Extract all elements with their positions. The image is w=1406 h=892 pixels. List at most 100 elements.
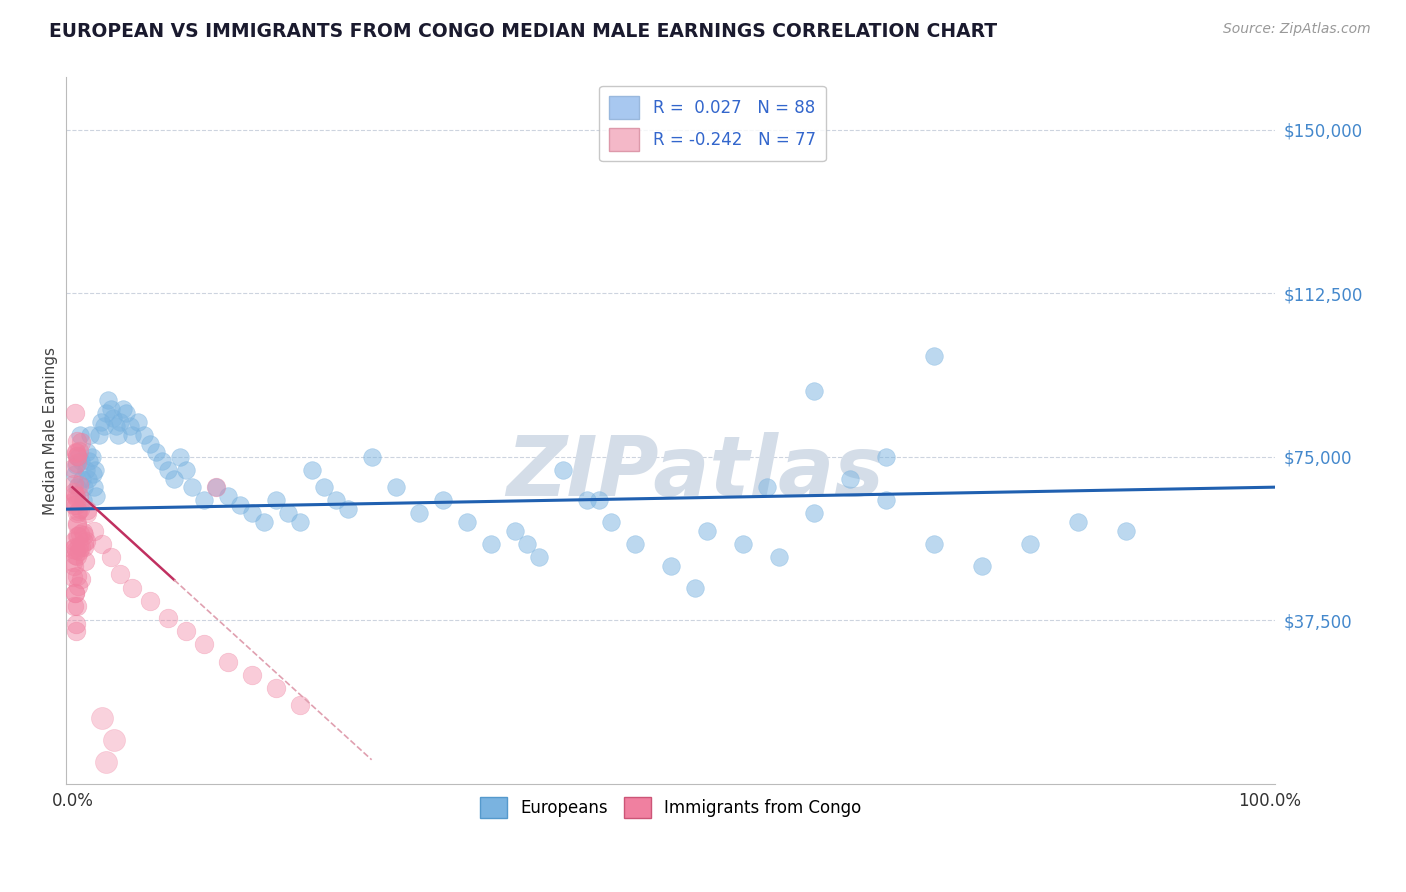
Point [76, 445, 98, 459]
Point [62, 499, 84, 513]
Point [76, 503, 98, 517]
Point [174, 624, 197, 639]
Point [66, 456, 89, 470]
Point [63, 540, 86, 554]
Point [66, 599, 89, 614]
Point [803, 507, 825, 521]
Point [384, 480, 406, 494]
Point [77, 454, 100, 468]
Point [65, 458, 87, 473]
Point [264, 493, 287, 508]
Point [70, 434, 93, 449]
Point [80, 450, 103, 464]
Point [86, 489, 108, 503]
Point [111, 401, 134, 416]
Point [683, 581, 706, 595]
Point [70, 471, 93, 485]
Point [67, 478, 90, 492]
Point [70, 572, 93, 586]
Point [65, 445, 87, 459]
Point [157, 611, 180, 625]
Point [456, 515, 478, 529]
Point [73, 535, 96, 549]
Point [66, 480, 89, 494]
Point [94, 755, 117, 769]
Point [107, 428, 129, 442]
Point [63, 485, 86, 500]
Point [1018, 537, 1040, 551]
Point [875, 450, 897, 464]
Point [72, 493, 94, 508]
Point [65, 498, 87, 512]
Point [659, 558, 682, 573]
Point [65, 490, 87, 504]
Point [768, 549, 790, 564]
Point [62, 495, 84, 509]
Point [922, 350, 945, 364]
Point [240, 507, 263, 521]
Point [77, 471, 100, 485]
Point [63, 467, 86, 482]
Point [83, 524, 105, 538]
Point [67, 450, 90, 464]
Point [121, 428, 143, 442]
Point [65, 624, 87, 638]
Point [91, 537, 114, 551]
Point [67, 539, 90, 553]
Point [63, 406, 86, 420]
Point [66, 507, 89, 521]
Point [90, 415, 112, 429]
Point [93, 419, 115, 434]
Point [65, 616, 87, 631]
Point [75, 554, 97, 568]
Point [325, 493, 347, 508]
Point [803, 384, 825, 399]
Point [94, 406, 117, 420]
Point [121, 581, 143, 595]
Point [69, 428, 91, 442]
Point [875, 493, 897, 508]
Point [67, 544, 90, 558]
Point [75, 463, 97, 477]
Point [503, 524, 526, 538]
Point [145, 445, 167, 459]
Point [277, 507, 299, 521]
Point [82, 467, 104, 482]
Point [150, 454, 173, 468]
Point [63, 586, 86, 600]
Point [70, 540, 93, 554]
Point [87, 428, 110, 442]
Point [408, 507, 430, 521]
Point [139, 436, 162, 450]
Point [100, 549, 122, 564]
Point [63, 488, 86, 502]
Point [624, 537, 647, 551]
Point [516, 537, 538, 551]
Point [66, 434, 89, 448]
Point [229, 498, 252, 512]
Point [72, 524, 94, 539]
Point [479, 537, 502, 551]
Point [66, 529, 89, 543]
Point [115, 406, 138, 420]
Point [69, 526, 91, 541]
Point [336, 502, 359, 516]
Point [69, 502, 91, 516]
Point [288, 515, 311, 529]
Point [312, 480, 335, 494]
Text: EUROPEAN VS IMMIGRANTS FROM CONGO MEDIAN MALE EARNINGS CORRELATION CHART: EUROPEAN VS IMMIGRANTS FROM CONGO MEDIAN… [49, 22, 997, 41]
Point [118, 419, 141, 434]
Point [73, 480, 96, 494]
Point [76, 507, 98, 521]
Point [217, 655, 239, 669]
Point [65, 445, 87, 459]
Point [432, 493, 454, 508]
Point [75, 533, 97, 548]
Point [91, 711, 114, 725]
Point [839, 471, 862, 485]
Point [553, 463, 575, 477]
Point [1067, 515, 1090, 529]
Point [73, 528, 96, 542]
Point [970, 558, 993, 573]
Point [731, 537, 754, 551]
